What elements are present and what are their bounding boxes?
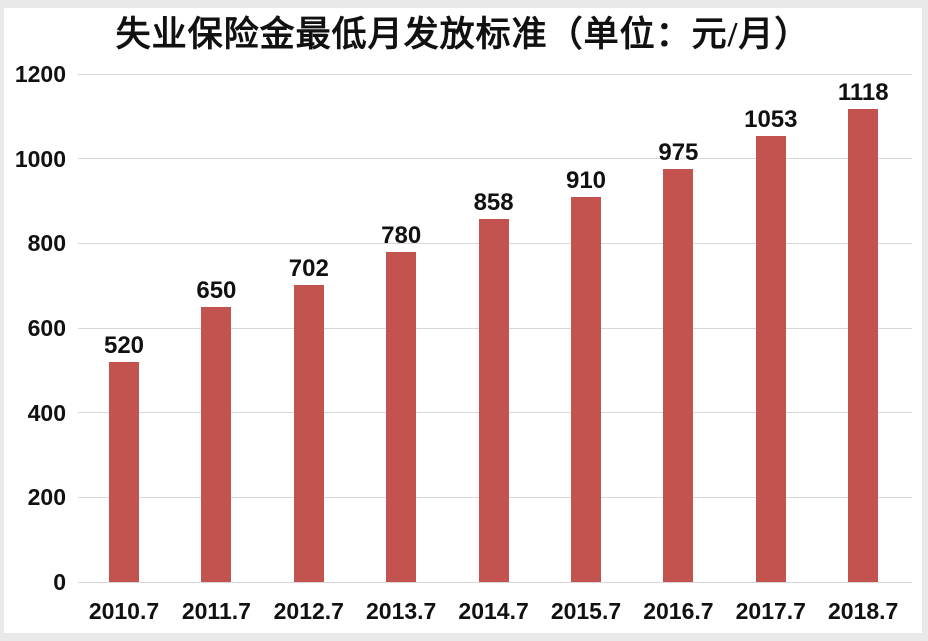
bar-2010.7 [109, 361, 139, 582]
bar-value-label: 1118 [837, 78, 889, 106]
gridline-0 [78, 581, 912, 583]
bar-2013.7 [386, 251, 417, 582]
bar-value-label: 520 [103, 331, 145, 359]
bar-value-label: 910 [565, 166, 607, 194]
y-axis-tick-label: 1200 [14, 61, 66, 87]
bar-value-label: 650 [196, 276, 237, 304]
y-axis-tick-label: 600 [27, 315, 66, 341]
bar-2011.7 [201, 306, 232, 582]
y-axis-tick-label: 400 [27, 399, 66, 426]
y-axis-tick-label: 200 [27, 484, 66, 511]
x-axis-tick-label: 2017.7 [735, 598, 806, 624]
bar-value-label: 1053 [744, 106, 798, 134]
gridline-1000 [78, 158, 912, 160]
plot-area: 0 200 400 600 800 1000 1200 520 2010.7 650 2011.7 7… [4, 8, 922, 633]
y-axis-tick-label: 800 [27, 230, 66, 257]
y-axis-tick-label: 0 [53, 569, 66, 595]
x-axis-tick-label: 2012.7 [273, 598, 344, 624]
bar-value-label: 858 [473, 188, 514, 216]
x-axis-tick-label: 2015.7 [550, 598, 622, 624]
bar-2018.7 [848, 108, 879, 582]
x-axis-tick-label: 2014.7 [458, 598, 529, 624]
gridline-1200 [78, 73, 912, 75]
bar-2014.7 [478, 218, 509, 582]
bar-2012.7 [293, 284, 324, 582]
chart-title: 失业保险金最低月发放标准（单位：元/月） [115, 15, 811, 54]
bar-value-label: 975 [658, 139, 699, 167]
bar-value-label: 780 [381, 221, 422, 249]
x-axis-tick-label: 2013.7 [366, 598, 437, 624]
chart-canvas: 失业保险金最低月发放标准（单位：元/月） 0 200 400 600 800 1000 12… [4, 8, 922, 633]
bar-2016.7 [663, 169, 694, 582]
x-axis-tick-label: 2011.7 [181, 598, 251, 624]
x-axis-tick-label: 2018.7 [828, 598, 899, 624]
x-axis-tick-label: 2016.7 [643, 598, 714, 624]
bar-2015.7 [571, 196, 601, 582]
bar-2017.7 [755, 136, 786, 582]
y-axis-tick-label: 1000 [14, 145, 66, 172]
x-axis-tick-label: 2010.7 [88, 598, 160, 624]
bar-value-label: 702 [288, 254, 329, 282]
